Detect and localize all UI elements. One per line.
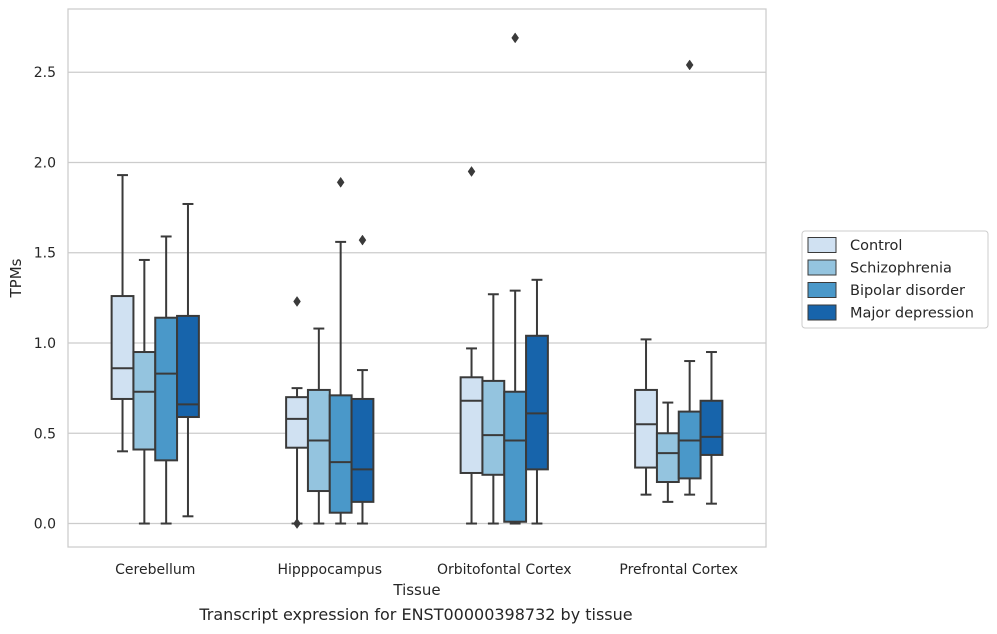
box-control [634, 338, 658, 496]
box-body [285, 396, 309, 449]
box-body [699, 399, 724, 456]
legend-swatch [807, 304, 837, 321]
y-tick-labels: 0.0 0.5 1.0 1.5 2.0 2.5 [34, 65, 56, 532]
figure-caption: Transcript expression for ENST0000039873… [199, 605, 633, 624]
legend-label: Schizophrenia [850, 261, 952, 277]
legend-swatch [807, 282, 837, 298]
box-bipolar-disorder [677, 59, 702, 496]
box-major-depression [699, 351, 724, 505]
outlier-point [685, 59, 694, 71]
x-tick-label: Orbitofontal Cortex [437, 562, 572, 578]
outlier-point [293, 518, 301, 529]
outlier-point [336, 176, 345, 188]
box-body [634, 388, 658, 469]
legend-label: Major depression [850, 306, 974, 322]
box-body [655, 432, 680, 484]
box-schizophrenia [481, 293, 506, 525]
x-tick-label: Cerebellum [115, 562, 195, 578]
x-axis-title: Tissue [392, 581, 440, 599]
box-body [459, 376, 484, 474]
box-control [459, 166, 484, 525]
y-tick-label: 2.0 [34, 155, 56, 171]
box-control [285, 296, 309, 529]
legend-swatch [807, 259, 837, 276]
box-major-depression [350, 234, 375, 525]
x-tick-label: Prefrontal Cortex [619, 562, 738, 578]
legend-label: Bipolar disorder [850, 283, 965, 299]
box-body [110, 295, 135, 400]
outlier-point [511, 32, 519, 44]
y-tick-label: 1.5 [34, 246, 56, 262]
boxes [110, 32, 724, 529]
box-bipolar-disorder [503, 32, 528, 525]
y-tick-label: 0.5 [34, 426, 56, 442]
legend-label: Control [850, 238, 902, 254]
plot-frame [67, 8, 767, 548]
box-body [481, 379, 506, 476]
box-body [132, 351, 157, 451]
y-tick-label: 2.5 [34, 65, 56, 81]
box-body [677, 410, 702, 480]
box-body [525, 334, 549, 471]
box-body [154, 316, 179, 462]
box-schizophrenia [306, 327, 331, 525]
outlier-point [467, 166, 476, 177]
box-schizophrenia [655, 401, 680, 503]
y-axis-title: TPMs [7, 258, 25, 298]
y-tick-label: 1.0 [34, 336, 56, 352]
outlier-point [358, 234, 367, 246]
box-bipolar-disorder [154, 235, 179, 525]
box-body [328, 394, 353, 514]
box-body [350, 397, 375, 503]
box-control [110, 174, 135, 453]
x-tick-label: Hipppocampus [277, 562, 382, 578]
box-body [503, 390, 528, 523]
box-bipolar-disorder [328, 176, 353, 525]
box-major-depression [525, 278, 549, 525]
box-schizophrenia [132, 258, 157, 525]
legend-swatch [807, 237, 837, 253]
outlier-point [293, 296, 301, 307]
legend-frame [801, 230, 989, 329]
y-tick-label: 0.0 [34, 517, 56, 533]
legend: Control Schizophrenia Bipolar disorder Majo… [801, 230, 989, 329]
box-body [176, 314, 200, 419]
x-tick-labels: Cerebellum Hipppocampus Orbitofontal Corte… [115, 562, 738, 578]
box-major-depression [176, 202, 200, 518]
